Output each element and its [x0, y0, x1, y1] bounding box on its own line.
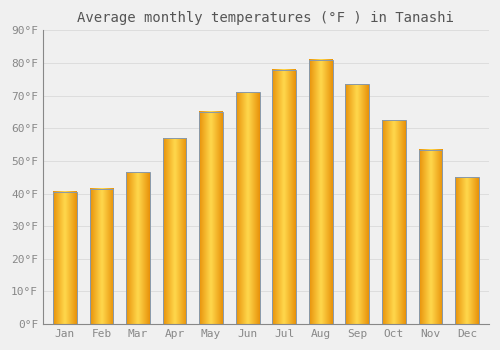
Bar: [126, 172, 150, 324]
Bar: [236, 92, 260, 324]
Bar: [346, 84, 369, 324]
Bar: [90, 189, 114, 324]
Bar: [162, 138, 186, 324]
Bar: [382, 120, 406, 324]
Bar: [272, 70, 296, 324]
Bar: [53, 192, 77, 324]
Bar: [455, 177, 479, 324]
Title: Average monthly temperatures (°F ) in Tanashi: Average monthly temperatures (°F ) in Ta…: [78, 11, 454, 25]
Bar: [418, 149, 442, 324]
Bar: [309, 60, 332, 324]
Bar: [199, 112, 223, 324]
